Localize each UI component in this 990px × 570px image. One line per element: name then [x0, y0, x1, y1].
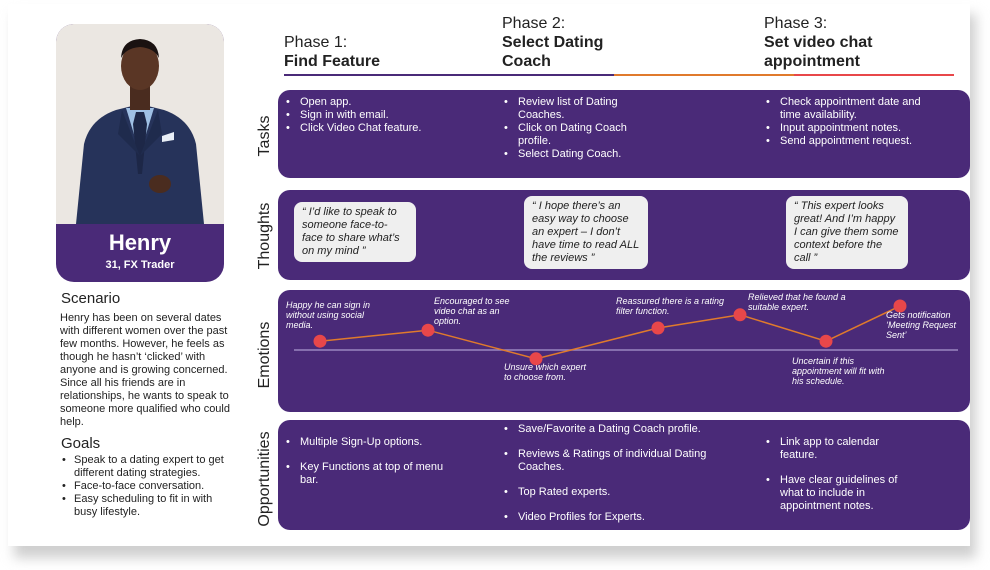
opportunities-phase-2: Save/Favorite a Dating Coach profile. Re…: [500, 423, 740, 536]
opportunities-phase-3: Link app to calendar feature. Have clear…: [762, 436, 912, 525]
emotion-point: [651, 321, 665, 335]
persona-illustration: [56, 24, 224, 224]
task-item: Click Video Chat feature.: [282, 122, 482, 135]
persona-name: Henry: [108, 230, 172, 255]
emotion-label: Happy he can sign in without using socia…: [286, 300, 371, 330]
phase-1-header: Phase 1: Find Feature: [284, 33, 484, 71]
goal-item: Face-to-face conversation.: [60, 480, 238, 493]
emotion-line: [319, 305, 901, 360]
persona-card: Henry 31, FX Trader: [56, 24, 224, 282]
tasks-phase-3: Check appointment date and time availabi…: [762, 96, 942, 148]
thoughts-panel: “ I’d like to speak to someone face-to-f…: [278, 190, 970, 280]
emotion-point: [529, 352, 543, 366]
emotion-label: Encouraged to see video chat as an optio…: [434, 296, 510, 326]
task-item: Click on Dating Coach profile.: [500, 122, 660, 148]
emotion-point: [893, 299, 907, 313]
emotion-point: [421, 323, 435, 337]
journey-map: Henry 31, FX Trader Scenario Henry has b…: [8, 4, 970, 546]
opportunities-phase-1: Multiple Sign-Up options. Key Functions …: [282, 436, 452, 499]
phase-2-label: Phase 2:: [502, 15, 566, 32]
emotion-label: Gets notification ‘Meeting Request Sent’: [886, 310, 957, 340]
task-item: Check appointment date and time availabi…: [762, 96, 942, 122]
opportunity-item: Link app to calendar feature.: [762, 436, 912, 462]
task-item: Open app.: [282, 96, 482, 109]
task-item: Send appointment request.: [762, 135, 942, 148]
goal-item: Speak to a dating expert to get differen…: [60, 454, 238, 480]
scenario-heading: Scenario: [61, 290, 121, 307]
emotion-curve: [294, 299, 958, 366]
phase-2-line: [614, 74, 794, 76]
task-item: Sign in with email.: [282, 109, 482, 122]
thought-bubble-1: “ I’d like to speak to someone face-to-f…: [294, 202, 416, 262]
tasks-phase-2: Review list of Dating Coaches. Click on …: [500, 96, 660, 161]
goals-list: Speak to a dating expert to get differen…: [60, 454, 238, 519]
opportunity-item: Save/Favorite a Dating Coach profile.: [500, 423, 740, 436]
phase-1-label: Phase 1:: [284, 34, 348, 51]
emotion-point: [819, 334, 833, 348]
emotions-panel: Happy he can sign in without using socia…: [278, 290, 970, 412]
phase-1-line: [284, 74, 614, 76]
opportunity-item: Video Profiles for Experts.: [500, 511, 740, 524]
tasks-phase-1: Open app. Sign in with email. Click Vide…: [282, 96, 482, 135]
emotion-label: Unsure which expert to choose from.: [504, 362, 587, 382]
phase-3-line: [794, 74, 954, 76]
emotion-label: Reassured there is a rating filter funct…: [616, 296, 725, 316]
emotion-label: Uncertain if this appointment will fit w…: [792, 356, 885, 386]
phase-2-header: Phase 2: Select Dating Coach: [502, 14, 642, 71]
goals-heading: Goals: [61, 435, 101, 452]
phase-3-header: Phase 3: Set video chat appointment: [764, 14, 924, 71]
row-label-opportunities: Opportunities: [256, 431, 273, 527]
persona-photo: [56, 24, 224, 224]
task-item: Review list of Dating Coaches.: [500, 96, 660, 122]
opportunity-item: Reviews & Ratings of individual Dating C…: [500, 448, 740, 474]
emotion-point: [313, 334, 327, 348]
opportunity-item: Top Rated experts.: [500, 486, 740, 499]
task-item: Select Dating Coach.: [500, 148, 660, 161]
thought-bubble-2: “ I hope there’s an easy way to choose a…: [524, 196, 648, 269]
opportunity-item: Key Functions at top of menu bar.: [282, 461, 452, 487]
persona-subtitle: 31, FX Trader: [105, 259, 175, 271]
opportunities-panel: Multiple Sign-Up options. Key Functions …: [278, 420, 970, 530]
task-item: Input appointment notes.: [762, 122, 942, 135]
row-label-thoughts: Thoughts: [256, 202, 273, 270]
thought-bubble-3: “ This expert looks great! And I’m happy…: [786, 196, 908, 269]
tasks-panel: Open app. Sign in with email. Click Vide…: [278, 90, 970, 178]
opportunity-item: Multiple Sign-Up options.: [282, 436, 452, 449]
goal-item: Easy scheduling to fit in with busy life…: [60, 493, 238, 519]
emotion-label: Relieved that he found a suitable expert…: [748, 292, 846, 312]
opportunity-item: Have clear guidelines of what to include…: [762, 474, 912, 513]
phase-3-label: Phase 3:: [764, 15, 828, 32]
emotion-point: [733, 308, 747, 322]
phase-2-title: Select Dating Coach: [502, 34, 604, 70]
phase-3-title: Set video chat appointment: [764, 34, 873, 70]
scenario-text: Henry has been on several dates with dif…: [60, 312, 230, 428]
phase-1-title: Find Feature: [284, 53, 381, 70]
row-label-emotions: Emotions: [256, 321, 273, 389]
